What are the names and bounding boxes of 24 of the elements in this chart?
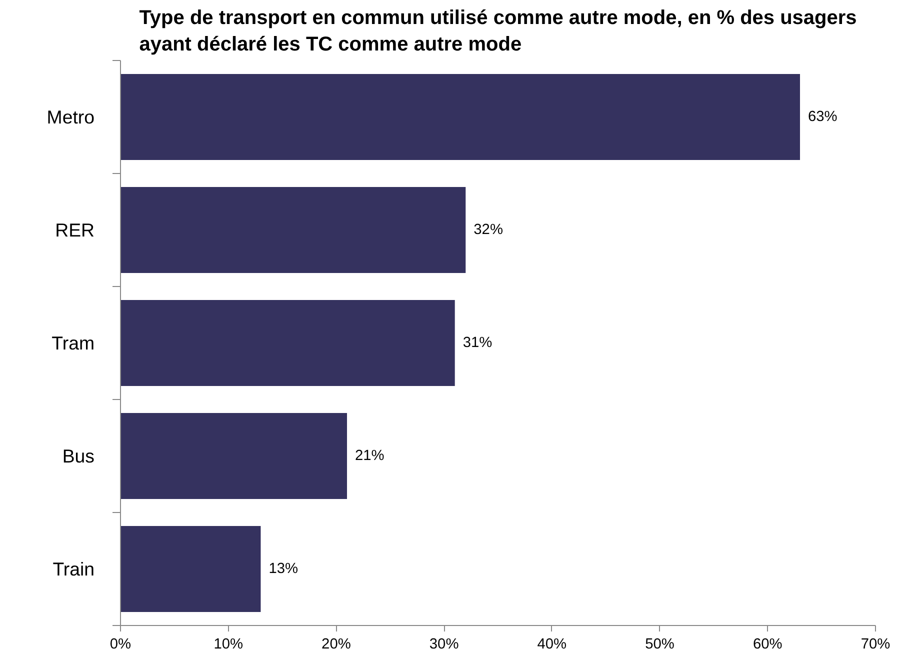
- y-tick-label: Metro: [46, 106, 95, 128]
- y-tick-label: Tram: [52, 332, 95, 354]
- y-tick-label: Bus: [62, 446, 95, 466]
- bar: [120, 413, 347, 499]
- x-tick-label: 40%: [537, 636, 567, 652]
- bar: [120, 526, 261, 612]
- bar: [120, 74, 800, 160]
- x-tick-label: 20%: [322, 636, 351, 652]
- bar: [120, 300, 455, 386]
- x-tick-label: 0%: [110, 636, 132, 652]
- data-label: 31%: [462, 335, 492, 351]
- data-label: 21%: [355, 448, 384, 464]
- x-tick-label: 70%: [860, 636, 890, 652]
- data-label: 32%: [474, 222, 503, 238]
- x-tick-label: 30%: [429, 636, 459, 652]
- bar: [120, 187, 466, 273]
- chart-title: Type de transport en commun utilisé comme autre mode, en % des usagers ayant déclaré les TC comme autre mode: [139, 7, 857, 56]
- data-label: 13%: [268, 561, 298, 577]
- x-tick-label: 60%: [752, 636, 782, 652]
- data-label: 63%: [808, 109, 838, 125]
- x-tick-label: 50%: [645, 636, 674, 652]
- x-tick-label: 10%: [214, 636, 244, 652]
- y-tick-label: Train: [52, 558, 94, 580]
- y-tick-label: RER: [55, 220, 94, 240]
